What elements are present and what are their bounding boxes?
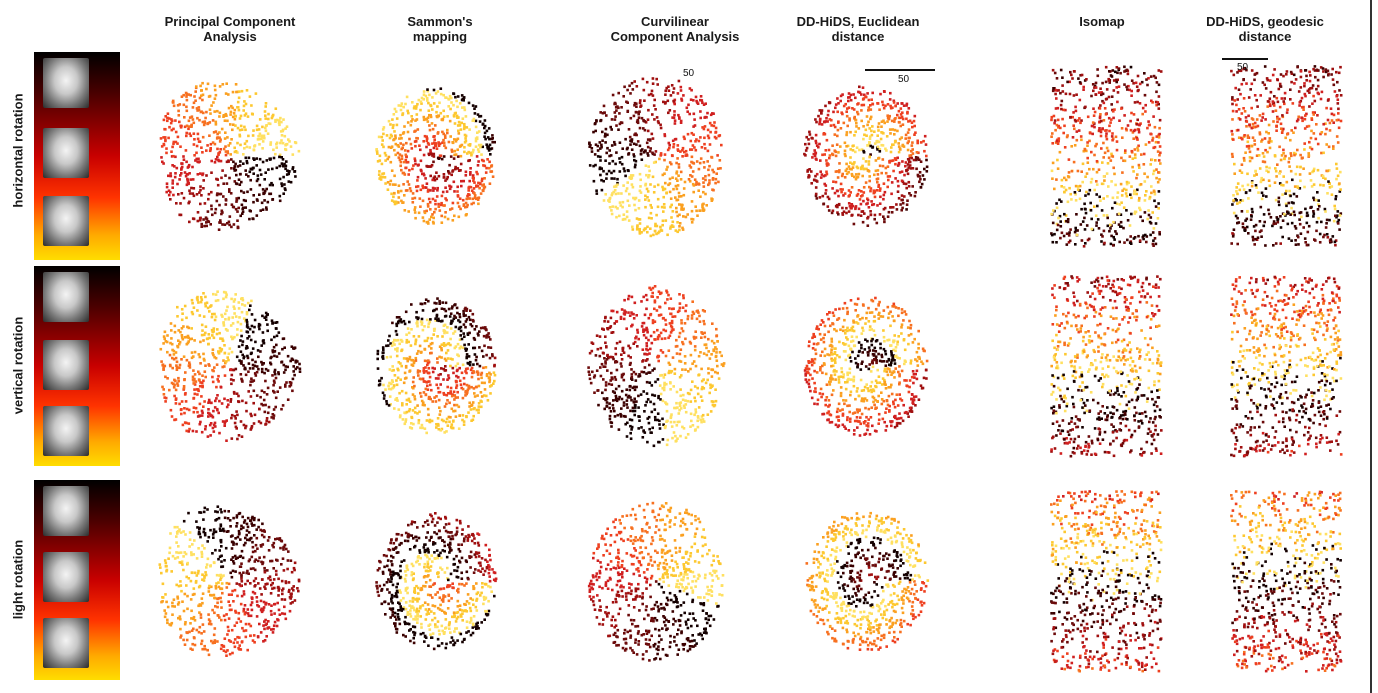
column-title-pca: Principal Component Analysis: [164, 14, 296, 44]
scatter-cloud: [1230, 275, 1343, 458]
figure-border: [1370, 0, 1372, 693]
column-title-sammon: Sammon's mapping: [407, 14, 473, 44]
scale-label: 50: [898, 74, 910, 85]
scatter-cloud: [159, 81, 301, 231]
column-title-ddhids-geodesic: DD-HiDS, geodesic distance: [1206, 14, 1324, 44]
scatter-cloud: [1050, 490, 1163, 673]
scatter-cloud: [158, 505, 301, 657]
scale-label: 50: [683, 68, 695, 79]
scatter-cloud: [376, 297, 497, 435]
face-thumbnail: [43, 58, 89, 108]
face-thumbnail: [43, 552, 89, 602]
face-thumbnail: [43, 486, 89, 536]
face-thumbnail: [43, 406, 89, 456]
scale-bar: [1222, 58, 1268, 60]
scatter-cloud: [375, 512, 498, 651]
scatter-cloud: [587, 285, 726, 448]
scatter-cloud: [1050, 275, 1163, 458]
scatter-cloud: [159, 290, 302, 442]
scale-bar: [865, 69, 935, 71]
scatter-cloud: [1230, 490, 1343, 673]
scatter-cloud: [1050, 65, 1163, 248]
scatter-cloud: [375, 87, 496, 225]
face-thumbnail: [43, 196, 89, 246]
column-title-cca: Curvilinear Component Analysis: [610, 14, 740, 44]
scatter-cloud: [805, 511, 930, 651]
column-title-isomap: Isomap: [1079, 14, 1125, 29]
face-thumbnail: [43, 128, 89, 178]
face-thumbnail: [43, 272, 89, 322]
scatter-cloud: [1230, 65, 1343, 247]
scale-label: 50: [1237, 62, 1249, 73]
column-title-ddhids-euclidean: DD-HiDS, Euclidean distance: [796, 14, 920, 44]
scatter-cloud: [588, 77, 723, 238]
scatter-cloud: [587, 501, 725, 662]
scatter-cloud: [803, 296, 929, 437]
face-thumbnail: [43, 340, 89, 390]
scatter-cloud: [803, 85, 929, 227]
face-thumbnail: [43, 618, 89, 668]
